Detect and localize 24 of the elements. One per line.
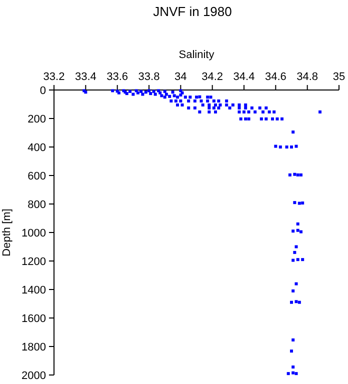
y-tick-label: 800 xyxy=(28,198,46,211)
y-tick-label: 1800 xyxy=(22,341,46,354)
x-axis-title: Salinity xyxy=(178,49,215,61)
x-tick-label: 34.2 xyxy=(202,71,224,83)
y-tick-label: 200 xyxy=(28,113,46,126)
x-tick-label: 33.2 xyxy=(43,71,65,83)
x-tick-label: 34 xyxy=(174,71,187,83)
y-tick-label: 600 xyxy=(28,170,46,182)
y-tick-label: 1400 xyxy=(22,284,46,296)
y-tick-label: 0 xyxy=(40,84,46,97)
x-tick-label: 35 xyxy=(332,71,346,83)
y-tick-label: 400 xyxy=(28,142,46,154)
y-axis-title: Depth [m] xyxy=(1,208,13,256)
y-tick-label: 1000 xyxy=(22,227,46,240)
x-tick-label: 34.8 xyxy=(296,71,318,83)
y-tick-label: 1600 xyxy=(22,312,46,325)
x-tick-label: 33.4 xyxy=(74,71,96,83)
y-tick-label: 1200 xyxy=(22,256,46,268)
x-tick-label: 34.6 xyxy=(264,71,286,83)
y-tick-label: 2000 xyxy=(22,370,46,382)
x-tick-label: 33.8 xyxy=(138,71,160,83)
x-tick-label: 34.4 xyxy=(233,71,255,83)
chart-title: JNVF in 1980 xyxy=(153,4,232,19)
x-tick-label: 33.6 xyxy=(106,71,128,83)
